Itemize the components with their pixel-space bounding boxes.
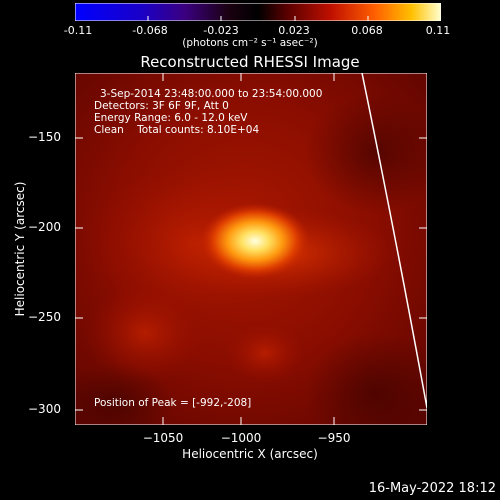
info-energy-range: Energy Range: 6.0 - 12.0 keV bbox=[94, 112, 248, 124]
y-tick: −200 bbox=[28, 220, 61, 234]
x-tick: −1050 bbox=[142, 431, 184, 445]
x-tick: −950 bbox=[317, 431, 351, 445]
colorbar-tick: -0.068 bbox=[132, 24, 168, 37]
page-title: Reconstructed RHESSI Image bbox=[140, 53, 360, 71]
footer-date: 16-May-2022 18:12 bbox=[368, 481, 496, 496]
x-tick: −1000 bbox=[220, 431, 262, 445]
colorbar-tick: -0.11 bbox=[63, 24, 93, 37]
colorbar bbox=[75, 3, 441, 21]
info-detectors: Detectors: 3F 6F 9F, Att 0 bbox=[94, 100, 229, 112]
info-counts: Clean Total counts: 8.10E+04 bbox=[94, 124, 260, 136]
colorbar-units: (photons cm⁻² s⁻¹ asec⁻²) bbox=[182, 37, 318, 49]
info-time-range: 3-Sep-2014 23:48:00.000 to 23:54:00.000 bbox=[100, 88, 323, 100]
colorbar-tick: 0.11 bbox=[425, 24, 451, 37]
colorbar-tick: 0.068 bbox=[351, 24, 383, 37]
solar-image bbox=[75, 73, 427, 425]
peak-position: Position of Peak = [-992,-208] bbox=[94, 397, 252, 409]
y-tick: −250 bbox=[28, 310, 61, 324]
colorbar-tick: 0.023 bbox=[278, 24, 310, 37]
y-axis-label: Heliocentric Y (arcsec) bbox=[13, 181, 27, 317]
x-axis-label: Heliocentric X (arcsec) bbox=[182, 447, 318, 461]
colorbar-tick: -0.023 bbox=[203, 24, 239, 37]
y-tick: −150 bbox=[28, 130, 61, 144]
y-tick: −300 bbox=[28, 402, 61, 416]
